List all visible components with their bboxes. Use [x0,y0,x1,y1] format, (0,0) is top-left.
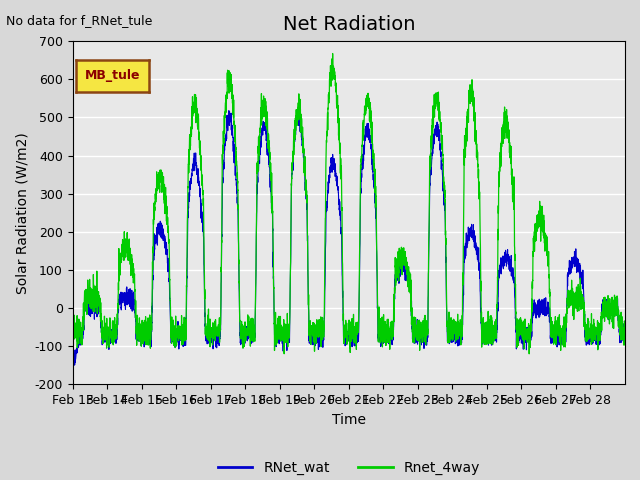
Line: RNet_wat: RNet_wat [73,111,625,366]
X-axis label: Time: Time [332,413,366,427]
RNet_wat [437,166,445,172]
Rnet_4way [164,217,172,223]
Rnet_4way [621,338,629,344]
RNet_wat [225,108,232,114]
RNet_wat [426,179,434,184]
RNet_wat [69,360,77,366]
Line: Rnet_4way: Rnet_4way [73,53,625,354]
Text: No data for f_RNet_tule: No data for f_RNet_tule [6,14,153,27]
RNet_wat [493,326,501,332]
Rnet_4way [426,153,434,159]
RNet_wat [621,335,629,341]
Text: MB_tule: MB_tule [85,70,140,83]
Rnet_4way [69,331,77,336]
Rnet_4way [329,50,337,56]
Rnet_4way [493,297,501,303]
Y-axis label: Solar Radiation (W/m2): Solar Radiation (W/m2) [15,132,29,294]
Rnet_4way [502,126,509,132]
Rnet_4way [437,124,445,130]
RNet_wat [164,259,172,265]
Rnet_4way [477,278,485,284]
Rnet_4way [525,351,533,357]
Title: Net Radiation: Net Radiation [283,15,415,34]
RNet_wat [477,320,485,326]
Legend: RNet_wat, Rnet_4way: RNet_wat, Rnet_4way [212,455,486,480]
RNet_wat [69,363,77,369]
RNet_wat [502,254,509,260]
